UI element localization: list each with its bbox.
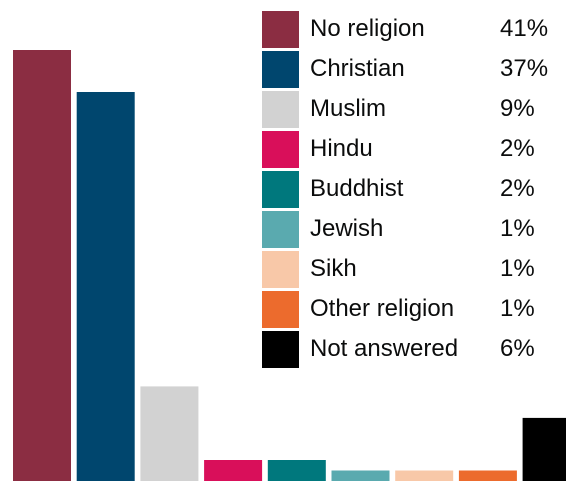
legend-item-sikh: Sikh 1%	[262, 249, 548, 289]
legend-swatch	[262, 330, 299, 368]
legend-item-muslim: Muslim 9%	[262, 89, 548, 129]
legend-item-hindu: Hindu 2%	[262, 129, 548, 169]
legend-label: Christian	[310, 55, 405, 82]
legend-label: Buddhist	[310, 175, 404, 202]
legend-swatch	[262, 130, 299, 168]
legend-value: 37%	[500, 55, 549, 82]
legend-value: 1%	[500, 255, 535, 282]
legend-value: 41%	[500, 15, 549, 42]
legend-swatch	[262, 90, 299, 128]
legend-label: Jewish	[310, 215, 384, 242]
bar-muslim	[140, 386, 199, 481]
legend-value: 2%	[500, 175, 535, 202]
legend-value: 1%	[500, 295, 535, 322]
bar-no-religion	[13, 50, 71, 481]
bar-buddhist	[267, 460, 326, 481]
legend-label: Not answered	[310, 335, 459, 362]
legend-item-buddhist: Buddhist 2%	[262, 169, 548, 209]
bar-hindu	[204, 460, 263, 481]
legend-value: 6%	[500, 335, 535, 362]
legend-label: No religion	[310, 15, 425, 42]
legend-item-no-religion: No religion 41%	[262, 9, 548, 49]
legend-label: Hindu	[310, 135, 373, 162]
legend-item-other-religion: Other religion 1%	[262, 289, 548, 329]
legend-swatch	[262, 250, 299, 288]
legend-label: Sikh	[310, 255, 357, 282]
legend-swatch	[262, 50, 299, 88]
legend-item-christian: Christian 37%	[262, 49, 548, 89]
legend-label: Muslim	[310, 95, 386, 122]
legend-value: 2%	[500, 135, 535, 162]
legend-swatch	[262, 10, 299, 48]
legend: No religion 41% Christian 37% Muslim 9% …	[262, 9, 548, 369]
bar-other-religion	[458, 470, 517, 481]
bar-sikh	[395, 470, 454, 481]
bar-jewish	[331, 470, 390, 481]
legend-label: Other religion	[310, 295, 455, 322]
legend-value: 1%	[500, 215, 535, 242]
bar-not-answered	[522, 417, 566, 481]
legend-item-not-answered: Not answered 6%	[262, 329, 548, 369]
legend-swatch	[262, 170, 299, 208]
legend-swatch	[262, 210, 299, 248]
legend-swatch	[262, 290, 299, 328]
legend-value: 9%	[500, 95, 535, 122]
legend-item-jewish: Jewish 1%	[262, 209, 548, 249]
bar-christian	[76, 92, 135, 481]
